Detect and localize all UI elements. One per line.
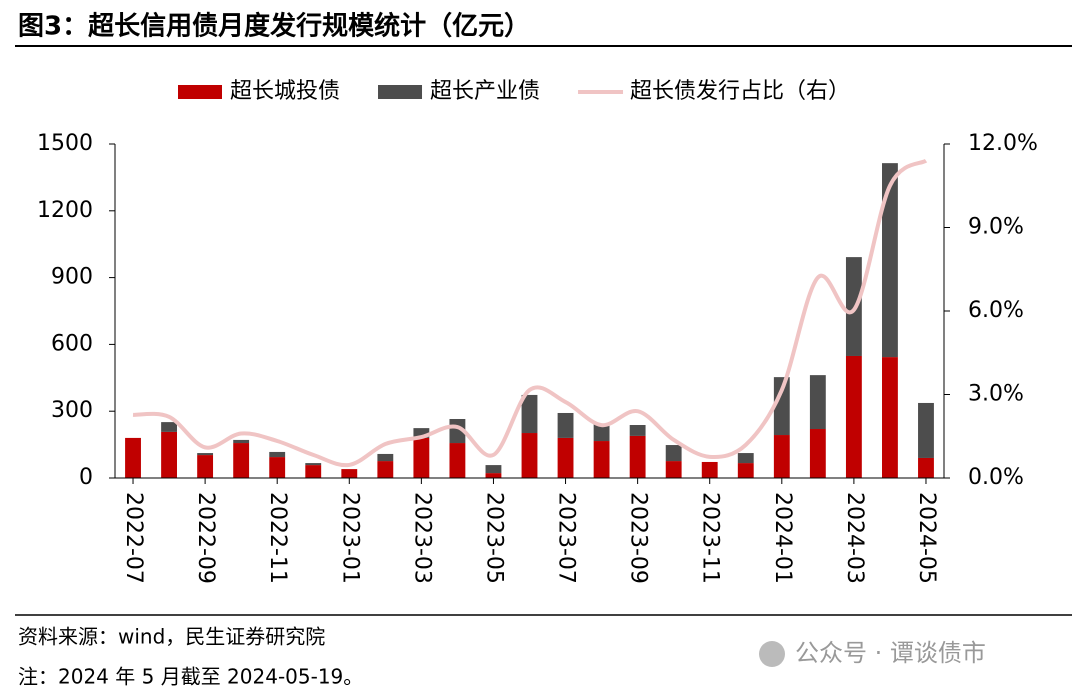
bar	[161, 431, 177, 478]
x-tick-label: 2022-11	[265, 492, 290, 584]
x-tick-label: 2023-09	[626, 492, 651, 584]
bar	[305, 465, 322, 478]
bar	[413, 437, 430, 478]
y-tick-label: 300	[51, 398, 93, 423]
bar	[845, 355, 862, 478]
legend-label: 超长债发行占比（右）	[630, 79, 850, 104]
x-tick-label: 2024-01	[770, 492, 795, 584]
bar	[918, 457, 934, 478]
bar	[485, 473, 502, 478]
x-tick-label: 2022-07	[121, 492, 146, 584]
bar	[701, 461, 718, 478]
bar	[882, 357, 898, 478]
legend-swatch	[378, 85, 423, 99]
bar	[665, 461, 682, 478]
bar	[305, 463, 322, 466]
bar	[557, 412, 574, 438]
bar	[773, 377, 790, 436]
bar	[485, 465, 502, 474]
bar	[341, 469, 358, 478]
y-tick-label: 0	[79, 465, 93, 490]
bar	[377, 461, 394, 478]
x-tick-label: 2023-11	[698, 492, 723, 584]
bar	[737, 463, 754, 478]
bar	[269, 451, 286, 458]
bar	[665, 445, 682, 462]
bar	[557, 437, 574, 478]
bar	[629, 435, 646, 478]
legend-swatch	[178, 85, 222, 99]
bar	[197, 453, 214, 456]
y2-tick-label: 6.0%	[968, 298, 1024, 323]
bar	[737, 453, 754, 464]
legend-label: 超长产业债	[430, 79, 540, 104]
bar	[233, 443, 250, 478]
bar	[233, 439, 250, 444]
bar	[773, 435, 790, 478]
y2-tick-label: 3.0%	[968, 382, 1024, 407]
x-tick-label: 2023-01	[337, 492, 362, 584]
y-tick-label: 900	[51, 265, 93, 290]
y2-tick-label: 9.0%	[968, 215, 1024, 240]
y2-tick-label: 0.0%	[968, 465, 1024, 490]
bar	[377, 453, 394, 462]
bar	[197, 455, 214, 478]
bar	[918, 402, 934, 458]
bar	[882, 163, 898, 358]
legend-label: 超长城投债	[230, 79, 340, 104]
y-tick-label: 1200	[37, 198, 93, 223]
x-tick-label: 2023-07	[554, 492, 579, 584]
bar	[125, 437, 141, 478]
x-tick-label: 2024-03	[842, 492, 867, 584]
bar	[809, 375, 826, 430]
y2-tick-label: 12.0%	[968, 131, 1038, 156]
source: 资料来源：wind，民生证券研究院	[18, 625, 325, 649]
y-tick-label: 600	[51, 331, 93, 356]
x-tick-label: 2024-05	[914, 492, 939, 584]
bar	[449, 443, 466, 478]
bar	[521, 433, 538, 478]
bar	[413, 428, 430, 438]
bar	[593, 423, 610, 442]
note: 注：2024 年 5 月截至 2024-05-19。	[18, 665, 363, 689]
bar	[521, 394, 538, 434]
chart-title: 图3：超长信用债月度发行规模统计（亿元）	[18, 11, 530, 42]
bar	[809, 429, 826, 478]
bar	[593, 441, 610, 478]
watermark-icon	[759, 641, 785, 667]
bar	[269, 457, 286, 478]
watermark: 公众号 · 谭谈债市	[795, 639, 986, 667]
bar	[161, 422, 177, 432]
x-tick-label: 2023-05	[481, 492, 506, 584]
x-tick-label: 2022-09	[193, 492, 218, 584]
line	[132, 158, 928, 468]
x-tick-label: 2023-03	[409, 492, 434, 584]
y-tick-label: 1500	[37, 131, 93, 156]
bar	[629, 425, 646, 436]
